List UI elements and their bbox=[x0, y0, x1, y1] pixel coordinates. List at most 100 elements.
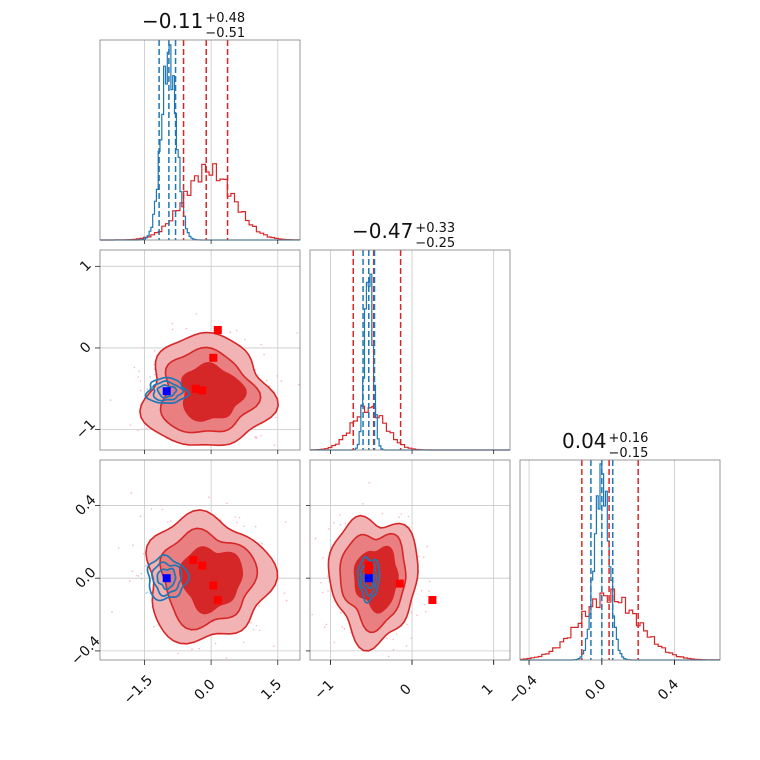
sample-point bbox=[322, 557, 324, 559]
sample-point bbox=[368, 481, 371, 484]
title-plus-error: +0.48 bbox=[205, 11, 245, 26]
param-2-title: −0.47 +0.33−0.25 bbox=[352, 219, 455, 251]
sample-point bbox=[296, 332, 298, 334]
sample-point bbox=[171, 328, 174, 331]
sample-point bbox=[395, 633, 398, 635]
sample-point bbox=[235, 329, 238, 332]
x-tick-label: 0.0 bbox=[192, 676, 219, 703]
y-tick-label: −1 bbox=[73, 417, 99, 443]
sample-point bbox=[392, 649, 395, 651]
pair-panel-1 bbox=[109, 313, 300, 455]
posterior-contour bbox=[146, 554, 190, 602]
title-plus-error: +0.33 bbox=[415, 221, 455, 236]
y-tick-label: 0.0 bbox=[72, 565, 99, 592]
prior-marker bbox=[428, 596, 437, 604]
sample-point bbox=[255, 436, 258, 439]
y-tick-label: 0 bbox=[77, 339, 95, 357]
pair-panel-2 bbox=[111, 492, 288, 660]
sample-point bbox=[244, 338, 246, 341]
prior-marker bbox=[198, 386, 207, 395]
sample-point bbox=[111, 611, 113, 613]
sample-point bbox=[405, 645, 408, 647]
prior-marker bbox=[209, 581, 218, 590]
hist-panel-3 bbox=[520, 460, 720, 661]
posterior-histogram bbox=[520, 463, 720, 661]
sample-point bbox=[250, 621, 252, 624]
sample-point bbox=[236, 521, 238, 524]
prior-marker bbox=[364, 561, 373, 570]
sample-point bbox=[146, 591, 149, 593]
hist-panel-1-frame bbox=[99, 39, 301, 241]
sample-point bbox=[145, 592, 148, 594]
sample-point bbox=[265, 379, 268, 382]
title-plus-error: +0.16 bbox=[609, 431, 649, 446]
prior-contour-inner bbox=[181, 361, 247, 422]
sample-point bbox=[321, 591, 324, 594]
prior-marker bbox=[198, 561, 207, 570]
sample-point bbox=[343, 628, 346, 630]
sample-point bbox=[137, 376, 140, 378]
sample-point bbox=[153, 625, 155, 628]
title-minus-error: −0.15 bbox=[609, 446, 649, 461]
sample-point bbox=[129, 424, 132, 426]
sample-point bbox=[220, 519, 222, 521]
sample-point bbox=[423, 603, 426, 606]
hist-panel-1 bbox=[100, 40, 300, 241]
sample-point bbox=[140, 572, 143, 575]
sample-point bbox=[143, 553, 145, 555]
sample-point bbox=[362, 503, 364, 505]
sample-point bbox=[185, 327, 188, 330]
sample-point bbox=[139, 389, 142, 392]
sample-point bbox=[177, 652, 179, 655]
sample-point bbox=[285, 599, 288, 602]
posterior-histogram bbox=[100, 44, 300, 241]
sample-point bbox=[194, 453, 196, 455]
sample-point bbox=[170, 520, 172, 522]
sample-point bbox=[208, 496, 210, 499]
sample-point bbox=[275, 416, 277, 419]
pair-panel-3 bbox=[305, 481, 437, 658]
sample-point bbox=[109, 399, 112, 401]
sample-point bbox=[254, 436, 256, 439]
hist-panel-3-frame bbox=[519, 459, 721, 661]
sample-point bbox=[311, 613, 314, 616]
sample-point bbox=[344, 522, 347, 525]
sample-point bbox=[130, 492, 133, 494]
sample-point bbox=[339, 611, 342, 614]
sample-point bbox=[285, 521, 287, 523]
y-tick-label: 0.4 bbox=[72, 492, 99, 519]
sample-point bbox=[268, 385, 271, 387]
sample-point bbox=[154, 373, 156, 376]
prior-histogram bbox=[100, 163, 300, 241]
sample-point bbox=[259, 629, 261, 632]
sample-point bbox=[142, 347, 145, 349]
truth-marker bbox=[162, 387, 171, 396]
title-value: −0.47 bbox=[352, 219, 413, 243]
sample-point bbox=[131, 570, 134, 573]
sample-point bbox=[381, 512, 384, 515]
prior-marker bbox=[209, 353, 218, 362]
sample-point bbox=[234, 516, 236, 518]
sample-point bbox=[305, 585, 307, 587]
sample-point bbox=[333, 641, 336, 644]
sample-point bbox=[314, 537, 317, 540]
prior-histogram bbox=[520, 588, 720, 661]
sample-point bbox=[428, 580, 431, 583]
sample-point bbox=[128, 580, 131, 582]
pair-panel-2-frame bbox=[99, 459, 301, 661]
sample-point bbox=[407, 515, 410, 518]
sample-point bbox=[410, 611, 413, 614]
sample-point bbox=[146, 388, 148, 390]
sample-point bbox=[225, 657, 228, 659]
sample-point bbox=[226, 502, 228, 505]
sample-point bbox=[132, 544, 134, 546]
x-tick-label: 1.5 bbox=[258, 676, 285, 703]
prior-marker bbox=[189, 556, 198, 564]
truth-marker bbox=[364, 574, 373, 583]
sample-point bbox=[258, 605, 260, 607]
sample-point bbox=[327, 590, 329, 592]
hist-panel-2-grid bbox=[330, 250, 495, 450]
sample-point bbox=[260, 343, 263, 346]
sample-point bbox=[420, 589, 423, 592]
posterior-contour bbox=[359, 561, 378, 597]
